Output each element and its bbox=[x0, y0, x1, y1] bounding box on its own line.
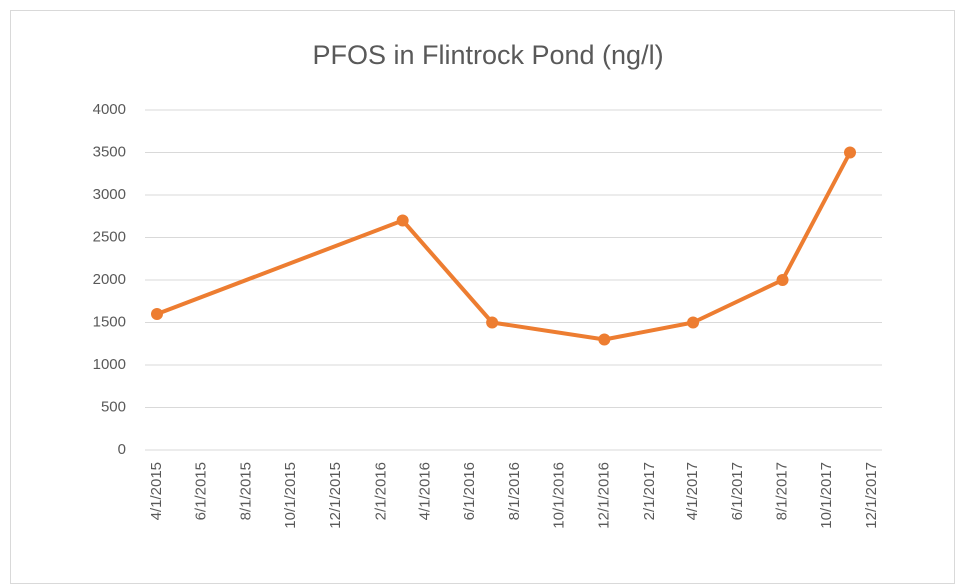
x-tick-label: 4/1/2016 bbox=[416, 462, 433, 520]
x-tick-label: 8/1/2016 bbox=[506, 462, 523, 520]
data-point bbox=[486, 316, 499, 329]
chart-frame bbox=[10, 10, 955, 584]
y-tick-label: 500 bbox=[101, 398, 126, 415]
x-tick-label: 10/1/2015 bbox=[282, 462, 299, 529]
data-point bbox=[844, 146, 856, 159]
x-tick-label: 6/1/2017 bbox=[729, 462, 746, 520]
x-tick-label: 4/1/2015 bbox=[148, 462, 165, 520]
x-tick-label: 8/1/2015 bbox=[237, 462, 254, 520]
y-tick-label: 1500 bbox=[93, 313, 126, 330]
x-tick-label: 4/1/2017 bbox=[684, 462, 701, 520]
x-tick-label: 6/1/2015 bbox=[193, 462, 210, 520]
y-tick-label: 2500 bbox=[93, 228, 126, 245]
y-tick-label: 2000 bbox=[93, 271, 126, 288]
x-tick-label: 12/1/2015 bbox=[327, 462, 344, 529]
x-tick-label: 8/1/2017 bbox=[774, 462, 791, 520]
y-tick-label: 4000 bbox=[93, 101, 126, 118]
data-point bbox=[598, 333, 611, 346]
y-tick-label: 3000 bbox=[93, 186, 126, 203]
data-point bbox=[396, 214, 409, 227]
x-tick-label: 12/1/2016 bbox=[595, 462, 612, 529]
chart-title: PFOS in Flintrock Pond (ng/l) bbox=[312, 40, 663, 70]
y-tick-label: 1000 bbox=[93, 356, 126, 373]
x-tick-label: 6/1/2016 bbox=[461, 462, 478, 520]
x-tick-label: 2/1/2017 bbox=[641, 462, 658, 520]
data-point bbox=[687, 316, 700, 329]
data-point bbox=[776, 274, 789, 286]
x-tick-label: 10/1/2016 bbox=[551, 462, 568, 529]
x-tick-label: 10/1/2017 bbox=[818, 462, 835, 529]
x-tick-label: 12/1/2017 bbox=[863, 462, 880, 529]
x-tick-label: 2/1/2016 bbox=[372, 462, 389, 520]
data-point bbox=[151, 308, 163, 320]
y-tick-label: 0 bbox=[118, 441, 126, 458]
y-tick-label: 3500 bbox=[93, 143, 126, 160]
